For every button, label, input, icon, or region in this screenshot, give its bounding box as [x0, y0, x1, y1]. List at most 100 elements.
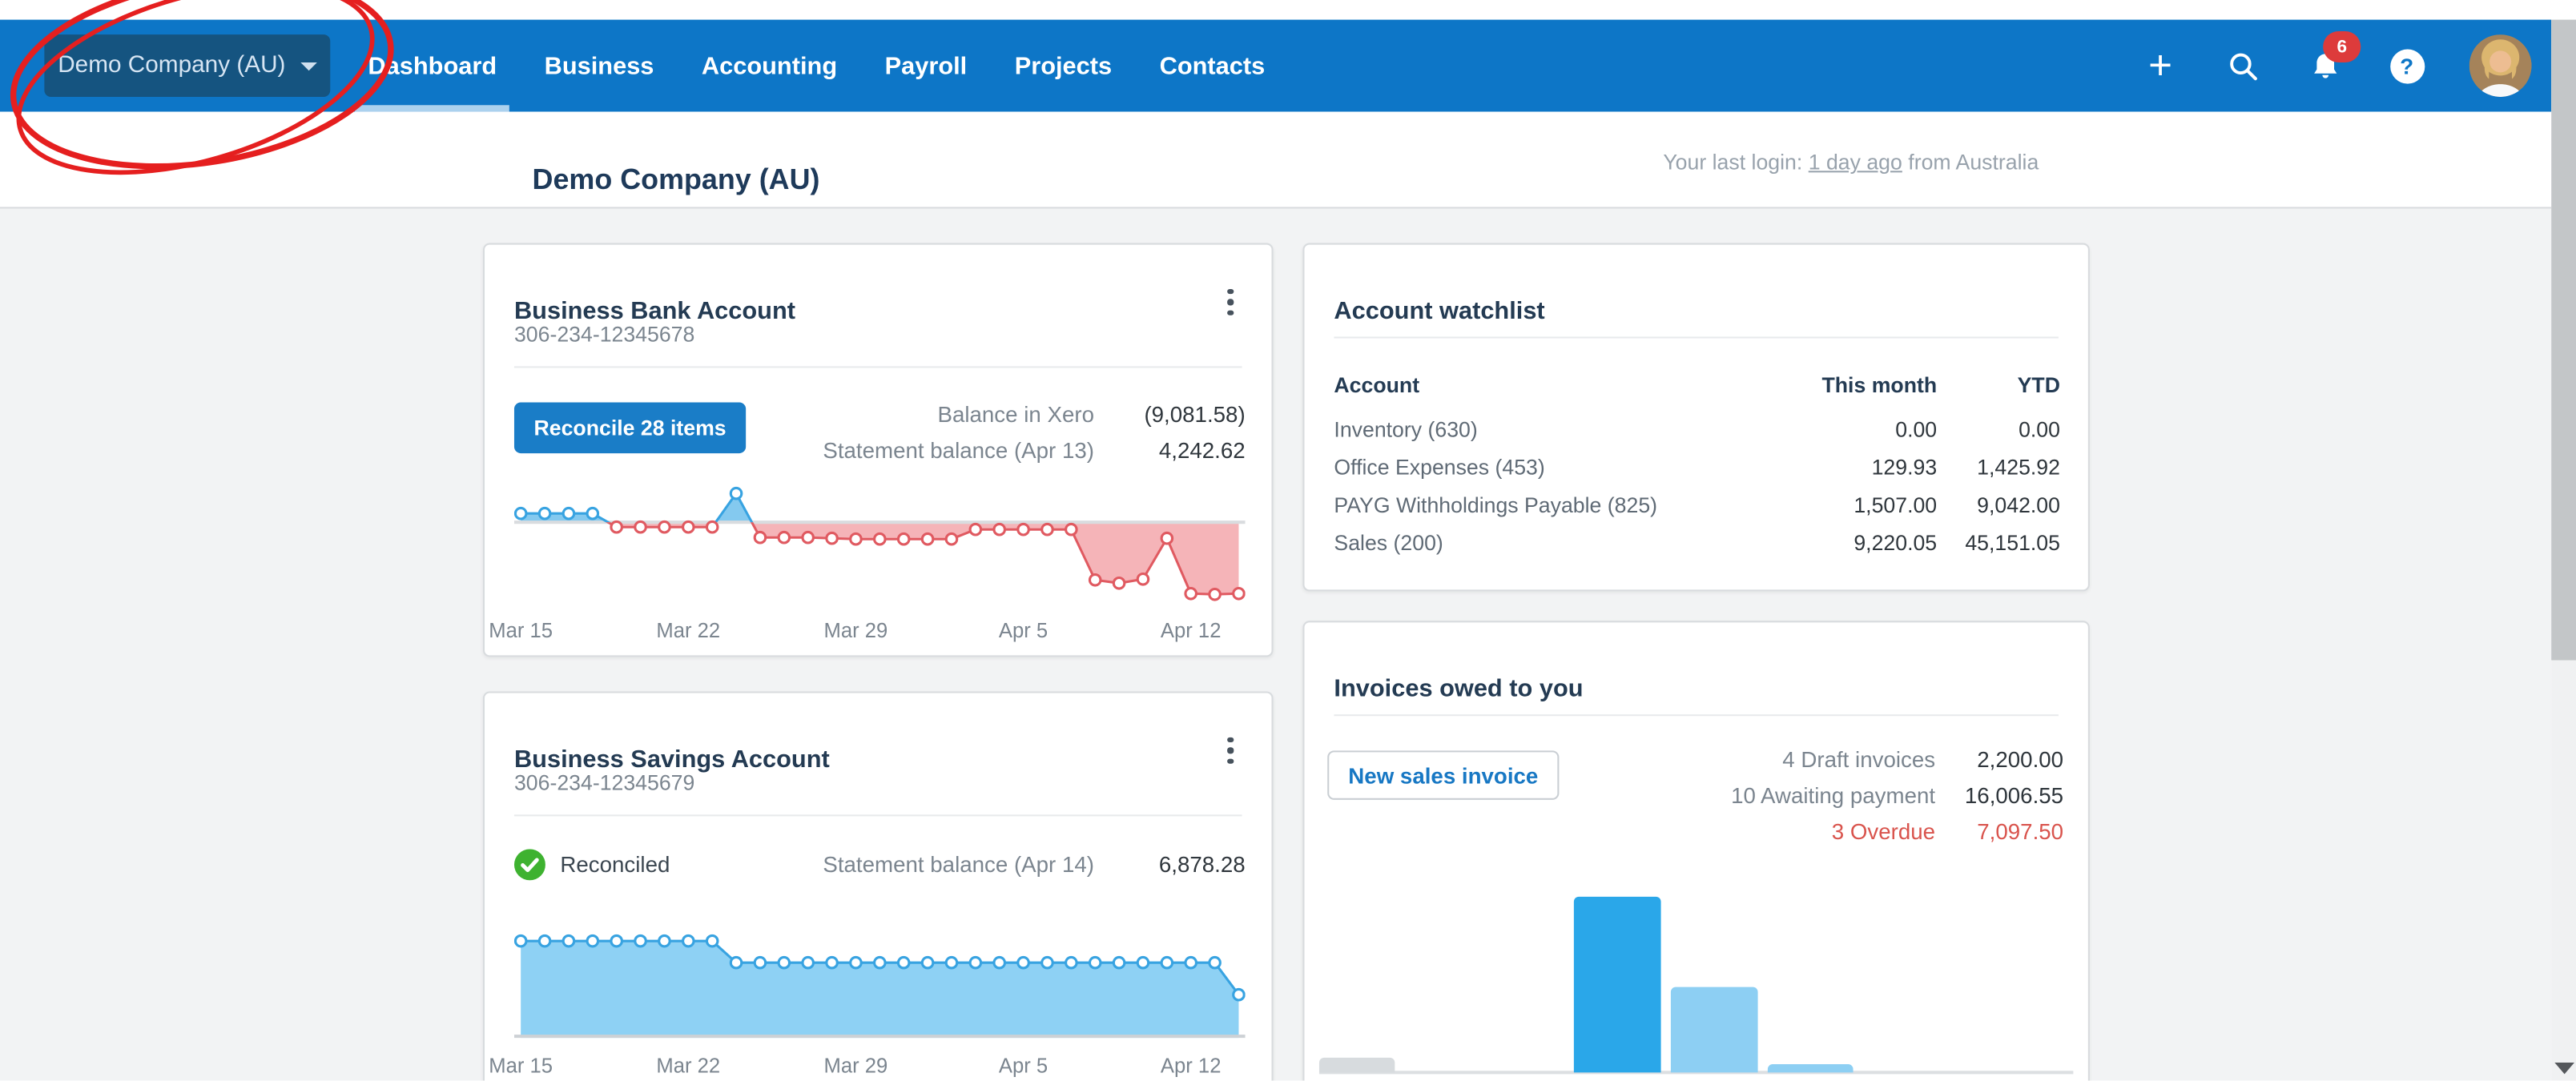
account-watchlist-card: Account watchlist Account This month YTD…	[1302, 243, 2089, 592]
kebab-menu-button[interactable]	[1213, 729, 1249, 772]
x-axis-label: Apr 12	[1161, 619, 1222, 642]
reconciled-status: Reconciled	[514, 848, 670, 879]
invoice-chart-bar	[1574, 897, 1661, 1072]
x-axis-label: Mar 22	[656, 619, 720, 642]
page-header: Demo Company (AU) Your last login: 1 day…	[0, 111, 2551, 208]
reconcile-button[interactable]: Reconcile 28 items	[514, 402, 746, 453]
notifications-button[interactable]: 6	[2305, 46, 2345, 85]
invoice-summary-value: 16,006.55	[1935, 782, 2063, 807]
invoice-chart-bar	[1768, 1063, 1854, 1072]
watchlist-this-month: 9,220.05	[1781, 530, 1937, 555]
watchlist-account: Office Expenses (453)	[1334, 455, 1781, 480]
watchlist-ytd: 0.00	[1937, 417, 2060, 442]
bank-balance-chart	[514, 484, 1246, 606]
statement-balance-value: 4,242.62	[1094, 438, 1246, 463]
nav-item-accounting[interactable]: Accounting	[702, 20, 837, 112]
invoice-summary-label: 3 Overdue	[1832, 818, 1935, 843]
watchlist-row: Office Expenses (453)129.931,425.92	[1334, 448, 2060, 486]
balance-in-xero-value: (9,081.58)	[1094, 401, 1246, 426]
watchlist-this-month: 129.93	[1781, 455, 1937, 480]
balance-summary: Balance in Xero (9,081.58) Statement bal…	[823, 396, 1245, 468]
column-ytd: YTD	[1937, 373, 2060, 398]
user-avatar[interactable]	[2469, 34, 2532, 97]
business-savings-account-card: Business Savings Account 306-234-1234567…	[483, 691, 1274, 1080]
reconciled-label: Reconciled	[560, 851, 670, 876]
help-icon: ?	[2389, 49, 2424, 83]
x-axis-label: Mar 29	[824, 619, 888, 642]
dashboard-content: Business Bank Account 306-234-12345678 R…	[0, 208, 2551, 1080]
invoice-summary-row: 10 Awaiting payment16,006.55	[1731, 777, 2063, 813]
search-icon	[2227, 50, 2258, 82]
reconcile-status-row: Reconciled Statement balance (Apr 14) 6,…	[514, 844, 1246, 883]
card-title: Invoices owed to you	[1334, 676, 1583, 704]
create-new-button[interactable]: +	[2140, 46, 2180, 85]
divider	[514, 814, 1242, 816]
card-title: Account watchlist	[1334, 298, 1544, 326]
invoice-chart-bar	[1671, 987, 1758, 1073]
invoice-summary-value: 7,097.50	[1935, 818, 2063, 843]
nav-item-dashboard[interactable]: Dashboard	[368, 20, 497, 112]
nav-item-business[interactable]: Business	[545, 20, 654, 112]
x-axis-label: Mar 22	[656, 1055, 720, 1078]
watchlist-this-month: 0.00	[1781, 417, 1937, 442]
search-button[interactable]	[2223, 46, 2262, 85]
watchlist-row: Inventory (630)0.000.00	[1334, 411, 2060, 448]
invoice-summary-value: 2,200.00	[1935, 746, 2063, 771]
divider	[1334, 714, 2058, 716]
divider	[1334, 336, 2058, 338]
invoice-summary-label: 10 Awaiting payment	[1731, 782, 1935, 807]
business-bank-account-card: Business Bank Account 306-234-12345678 R…	[483, 243, 1274, 657]
x-axis-label: Apr 5	[999, 1055, 1048, 1078]
watchlist-account: Sales (200)	[1334, 530, 1781, 555]
account-number: 306-234-12345678	[514, 322, 694, 347]
watchlist-row: PAYG Withholdings Payable (825)1,507.009…	[1334, 486, 2060, 524]
scrollbar-thumb[interactable]	[2551, 20, 2576, 661]
watchlist-ytd: 45,151.05	[1937, 530, 2060, 555]
watchlist-account: PAYG Withholdings Payable (825)	[1334, 492, 1781, 517]
top-whitespace	[0, 0, 2576, 20]
invoices-owed-card: Invoices owed to you New sales invoice 4…	[1302, 621, 2089, 1080]
org-switcher-button[interactable]: Demo Company (AU)	[44, 34, 330, 97]
nav-item-contacts[interactable]: Contacts	[1160, 20, 1266, 112]
column-account: Account	[1334, 373, 1781, 398]
invoice-summary: 4 Draft invoices2,200.0010 Awaiting paym…	[1731, 741, 2063, 849]
watchlist-row: Sales (200)9,220.0545,151.05	[1334, 524, 2060, 561]
invoice-chart-bar	[1319, 1058, 1395, 1072]
watchlist-table-header: Account This month YTD	[1334, 373, 2060, 398]
watchlist-this-month: 1,507.00	[1781, 492, 1937, 517]
check-circle-icon	[514, 848, 545, 879]
xero-dashboard-screen: Demo Company (AU) Dashboard Business Accou…	[0, 0, 2576, 1081]
scrollbar-track[interactable]	[2551, 20, 2576, 1081]
help-button[interactable]: ?	[2387, 46, 2426, 85]
main-nav: Dashboard Business Accounting Payroll Projec…	[368, 20, 1265, 112]
statement-balance-label: Statement balance (Apr 13)	[823, 438, 1094, 463]
chevron-down-icon	[300, 62, 317, 70]
savings-balance-chart	[514, 914, 1246, 1038]
x-axis-label: Mar 29	[824, 1055, 888, 1078]
scroll-down-arrow-icon[interactable]	[2554, 1063, 2574, 1074]
navbar-actions: + 6 ?	[2140, 20, 2531, 112]
nav-item-payroll[interactable]: Payroll	[885, 20, 968, 112]
account-number: 306-234-12345679	[514, 770, 694, 795]
watchlist-table-body: Inventory (630)0.000.00Office Expenses (…	[1334, 411, 2060, 562]
bank-chart-x-axis: Mar 15Mar 22Mar 29Apr 5Apr 12	[514, 619, 1246, 644]
nav-item-projects[interactable]: Projects	[1015, 20, 1112, 112]
watchlist-ytd: 9,042.00	[1937, 492, 2060, 517]
divider	[514, 366, 1242, 368]
notification-badge: 6	[2323, 31, 2361, 62]
invoice-summary-label: 4 Draft invoices	[1782, 746, 1935, 771]
watchlist-ytd: 1,425.92	[1937, 455, 2060, 480]
invoice-summary-row: 4 Draft invoices2,200.00	[1731, 741, 2063, 777]
navbar: Demo Company (AU) Dashboard Business Accou…	[0, 20, 2551, 112]
x-axis-label: Apr 12	[1161, 1055, 1222, 1078]
last-login-link[interactable]: 1 day ago	[1809, 150, 1902, 175]
x-axis-label: Mar 15	[489, 619, 553, 642]
plus-icon: +	[2148, 47, 2172, 83]
statement-balance-label: Statement balance (Apr 14)	[823, 851, 1094, 876]
new-sales-invoice-button[interactable]: New sales invoice	[1327, 750, 1559, 800]
statement-balance-value: 6,878.28	[1094, 851, 1246, 876]
savings-chart-x-axis: Mar 15Mar 22Mar 29Apr 5Apr 12	[514, 1055, 1246, 1079]
column-this-month: This month	[1781, 373, 1937, 398]
last-login-text: Your last login: 1 day ago from Australi…	[1663, 150, 2039, 175]
kebab-menu-button[interactable]	[1213, 281, 1249, 323]
